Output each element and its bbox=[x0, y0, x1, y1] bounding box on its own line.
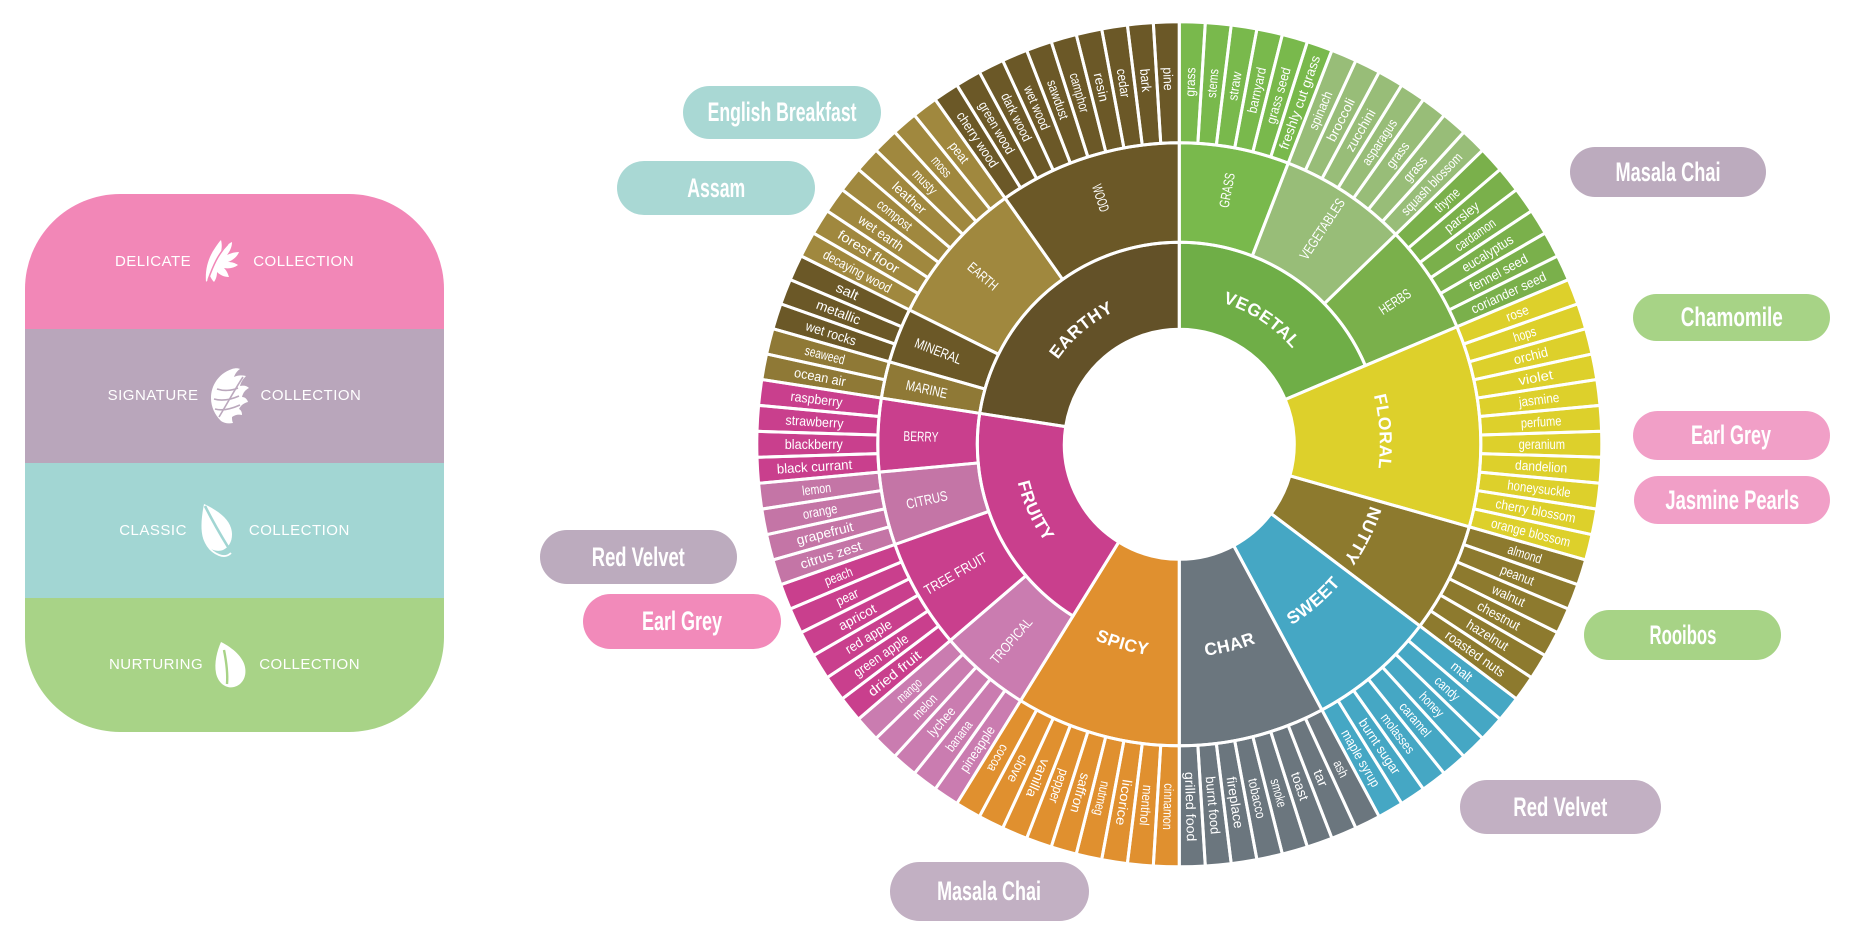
svg-text:BERRY: BERRY bbox=[903, 428, 939, 445]
svg-text:strawberry: strawberry bbox=[785, 413, 844, 432]
svg-text:straw: straw bbox=[1225, 70, 1244, 101]
svg-text:jasmine: jasmine bbox=[1517, 390, 1560, 410]
svg-text:nutmeg: nutmeg bbox=[1091, 780, 1113, 817]
svg-text:raspberry: raspberry bbox=[790, 389, 844, 410]
svg-text:black currant: black currant bbox=[776, 457, 852, 477]
svg-text:ash: ash bbox=[1330, 758, 1351, 780]
svg-text:grass: grass bbox=[1183, 67, 1199, 97]
svg-text:GRASS: GRASS bbox=[1216, 172, 1238, 209]
svg-text:bark: bark bbox=[1137, 68, 1154, 93]
svg-text:hops: hops bbox=[1511, 324, 1538, 345]
svg-text:lemon: lemon bbox=[801, 480, 832, 498]
svg-text:pine: pine bbox=[1160, 67, 1176, 91]
svg-text:dandelion: dandelion bbox=[1515, 458, 1568, 476]
svg-text:licorice: licorice bbox=[1113, 778, 1135, 826]
svg-text:geranium: geranium bbox=[1519, 437, 1565, 452]
svg-text:grilled food: grilled food bbox=[1182, 772, 1199, 842]
svg-text:cinnamon: cinnamon bbox=[1160, 783, 1176, 830]
svg-text:menthol: menthol bbox=[1137, 784, 1156, 826]
svg-text:resin: resin bbox=[1091, 71, 1112, 103]
svg-text:orange: orange bbox=[802, 501, 839, 522]
svg-text:stems: stems bbox=[1204, 68, 1222, 98]
svg-text:burnt food: burnt food bbox=[1203, 776, 1223, 835]
svg-text:cedar: cedar bbox=[1114, 68, 1133, 99]
svg-text:tar: tar bbox=[1310, 767, 1331, 789]
svg-text:violet: violet bbox=[1517, 367, 1554, 388]
svg-text:perfume: perfume bbox=[1520, 413, 1561, 430]
svg-text:blackberry: blackberry bbox=[785, 437, 843, 452]
